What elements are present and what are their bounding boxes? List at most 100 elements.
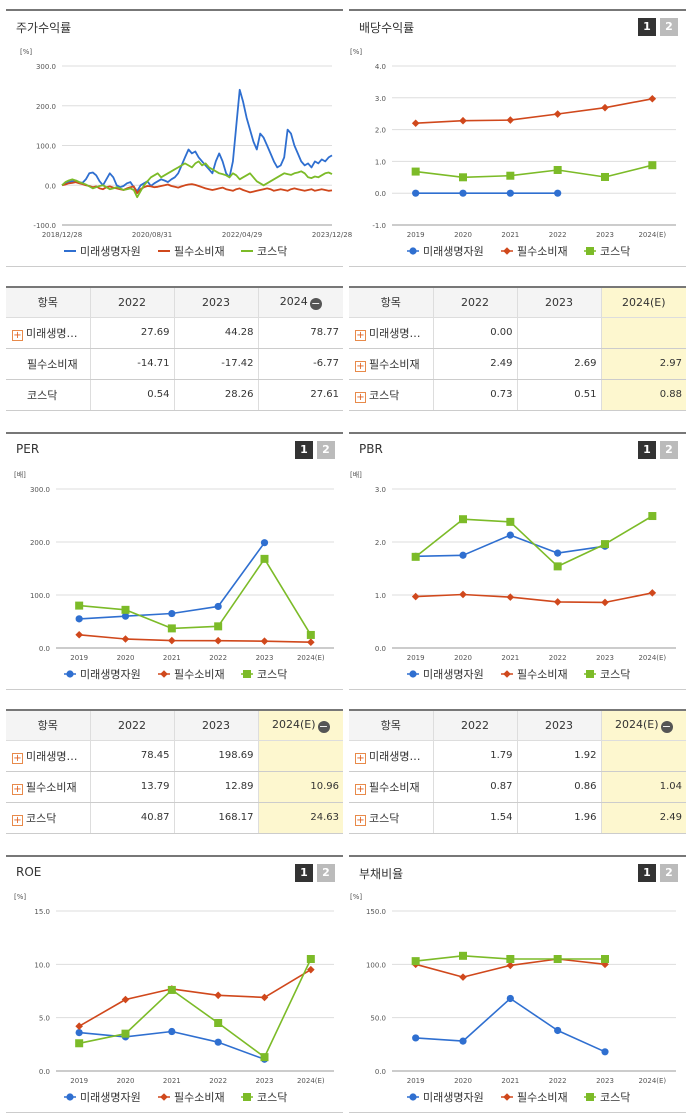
dividend-legend-label: 미래생명자원 [423, 245, 484, 258]
dividend-data-point [553, 110, 562, 118]
debt-ytick-label: 50.0 [370, 1015, 386, 1023]
per-data-point [121, 605, 130, 614]
pbr-view-button-2[interactable]: 2 [660, 441, 678, 459]
minus-icon[interactable]: − [660, 719, 673, 733]
dividend-xtick-label: 2023 [596, 231, 614, 239]
column-header-label: 2024 [279, 294, 308, 308]
dividend-legend-label: 필수소비재 [517, 245, 568, 258]
row-name: 코스닥 [369, 388, 400, 402]
debt-view-button-2[interactable]: 2 [660, 864, 678, 882]
expand-plus-icon[interactable]: + [12, 814, 23, 826]
row-name-cell: + 필수소비재 [6, 771, 91, 803]
stock-xtick-label: 2018/12/28 [42, 231, 82, 239]
roe-chart: [%] 15.0 10.0 5.0 0.0 2019 2020 2021 2022 2023 202… [14, 893, 334, 1104]
table-row: 코스닥 0.54 28.26 27.61 [6, 379, 343, 411]
roe-series-line-2 [79, 958, 312, 1058]
roe-data-point [260, 993, 269, 1002]
expand-plus-icon[interactable]: + [355, 360, 366, 372]
table-cell: 2.69 [517, 348, 602, 380]
dividend-ytick-label: 3.0 [375, 95, 386, 103]
roe-view-button-2[interactable]: 2 [317, 864, 335, 882]
roe-xtick-label: 2024(E) [297, 1077, 325, 1085]
table-cell [601, 317, 686, 349]
table-cell: 78.77 [258, 317, 343, 349]
row-name-cell: + 코스닥 [349, 379, 434, 411]
pbr-legend-label: 미래생명자원 [423, 668, 484, 681]
per-view-button-1[interactable]: 1 [295, 441, 313, 459]
pbr-data-point [553, 598, 562, 606]
dividend-ytick-label: 2.0 [375, 127, 386, 135]
expand-plus-icon[interactable]: + [355, 391, 366, 403]
dividend-ytick-label: -1.0 [372, 222, 386, 230]
expand-plus-icon[interactable]: + [355, 783, 366, 795]
pbr-data-point [553, 562, 562, 571]
per-unit-label: [배] [14, 470, 26, 479]
per-data-point [260, 539, 269, 547]
roe-data-point [75, 1022, 83, 1030]
roe-data-point [75, 1039, 84, 1048]
expand-plus-icon[interactable]: + [12, 752, 23, 764]
dividend-xtick-label: 2021 [501, 231, 519, 239]
per-data-point [75, 615, 83, 623]
dividend-ytick-label: 0.0 [375, 190, 386, 198]
dividend-data-point [411, 119, 420, 128]
table-cell: 27.69 [90, 317, 175, 349]
per-ytick-label: 300.0 [30, 486, 50, 494]
debt-ytick-label: 0.0 [375, 1068, 386, 1076]
pbr-data-point [506, 593, 515, 601]
pbr-legend-marker [586, 670, 594, 678]
per-ytick-label: 0.0 [39, 645, 50, 653]
column-header: 항목 [349, 710, 434, 741]
debt-series-line-0 [415, 997, 606, 1053]
expand-plus-icon[interactable]: + [12, 783, 23, 795]
debt-legend-marker [503, 1093, 511, 1101]
dividend-data-point [411, 167, 420, 176]
table-cell [517, 317, 602, 349]
table-row: + 필수소비재 2.49 2.69 2.97 [349, 348, 686, 380]
table-cell: 0.54 [90, 379, 175, 411]
expand-plus-icon[interactable]: + [355, 814, 366, 826]
column-header-label: 2024(E) [621, 295, 666, 309]
dividend-view-button-1[interactable]: 1 [638, 18, 656, 36]
table-cell: 0.87 [433, 771, 518, 803]
debt-xtick-label: 2019 [407, 1077, 425, 1085]
dividend-chart: [%] 4.0 3.0 2.0 1.0 0.0 -1.0 2019 2020 2021 2022 20… [350, 48, 676, 258]
stock-series-line-0 [61, 88, 333, 193]
table-cell: 78.45 [90, 740, 175, 772]
table-row: + 미래생명… 0.00 [349, 317, 686, 349]
minus-icon[interactable]: − [317, 719, 330, 733]
roe-data-point [214, 1019, 223, 1027]
debt-view-button-1[interactable]: 1 [638, 864, 656, 882]
roe-data-point [306, 955, 315, 963]
dividend-data-point [648, 161, 657, 170]
roe-xtick-label: 2019 [70, 1077, 88, 1085]
stock-ytick-label: 0.0 [45, 182, 56, 190]
roe-series-line-1 [78, 969, 312, 1027]
pbr-legend-label: 코스닥 [600, 668, 630, 681]
roe-view-button-1[interactable]: 1 [295, 864, 313, 882]
per-data-point [214, 602, 222, 611]
dividend-legend-marker [503, 247, 511, 255]
per-panel: PER 1 2 [6, 432, 343, 690]
expand-plus-icon[interactable]: + [12, 329, 23, 341]
stock-table: 항목 2022 2023 2024− + 미래생명… 27.69 44.28 78.77 필수소비… [6, 286, 343, 411]
dividend-view-button-2[interactable]: 2 [660, 18, 678, 36]
stock-xtick-label: 2023/12/28 [312, 231, 352, 239]
dividend-table: 항목 2022 2023 2024(E) + 미래생명… 0.00 + 필수소비재 2.49 2.6… [349, 286, 686, 411]
row-name-cell: 필수소비재 [6, 348, 91, 380]
pbr-xtick-label: 2024(E) [638, 654, 666, 662]
per-panel-title: PER [16, 442, 40, 456]
expand-plus-icon[interactable]: + [355, 752, 366, 764]
expand-plus-icon[interactable]: + [355, 329, 366, 341]
roe-data-point [214, 1038, 222, 1046]
pbr-view-button-1[interactable]: 1 [638, 441, 656, 459]
dividend-data-point [601, 103, 609, 112]
row-name: 코스닥 [26, 811, 57, 825]
stock-panel-title: 주가수익률 [16, 21, 72, 35]
roe-legend-label: 코스닥 [257, 1091, 287, 1104]
table-cell [258, 740, 343, 772]
per-view-button-2[interactable]: 2 [317, 441, 335, 459]
minus-icon[interactable]: − [309, 296, 322, 310]
dividend-data-point [459, 189, 467, 197]
roe-data-point [260, 1053, 269, 1062]
